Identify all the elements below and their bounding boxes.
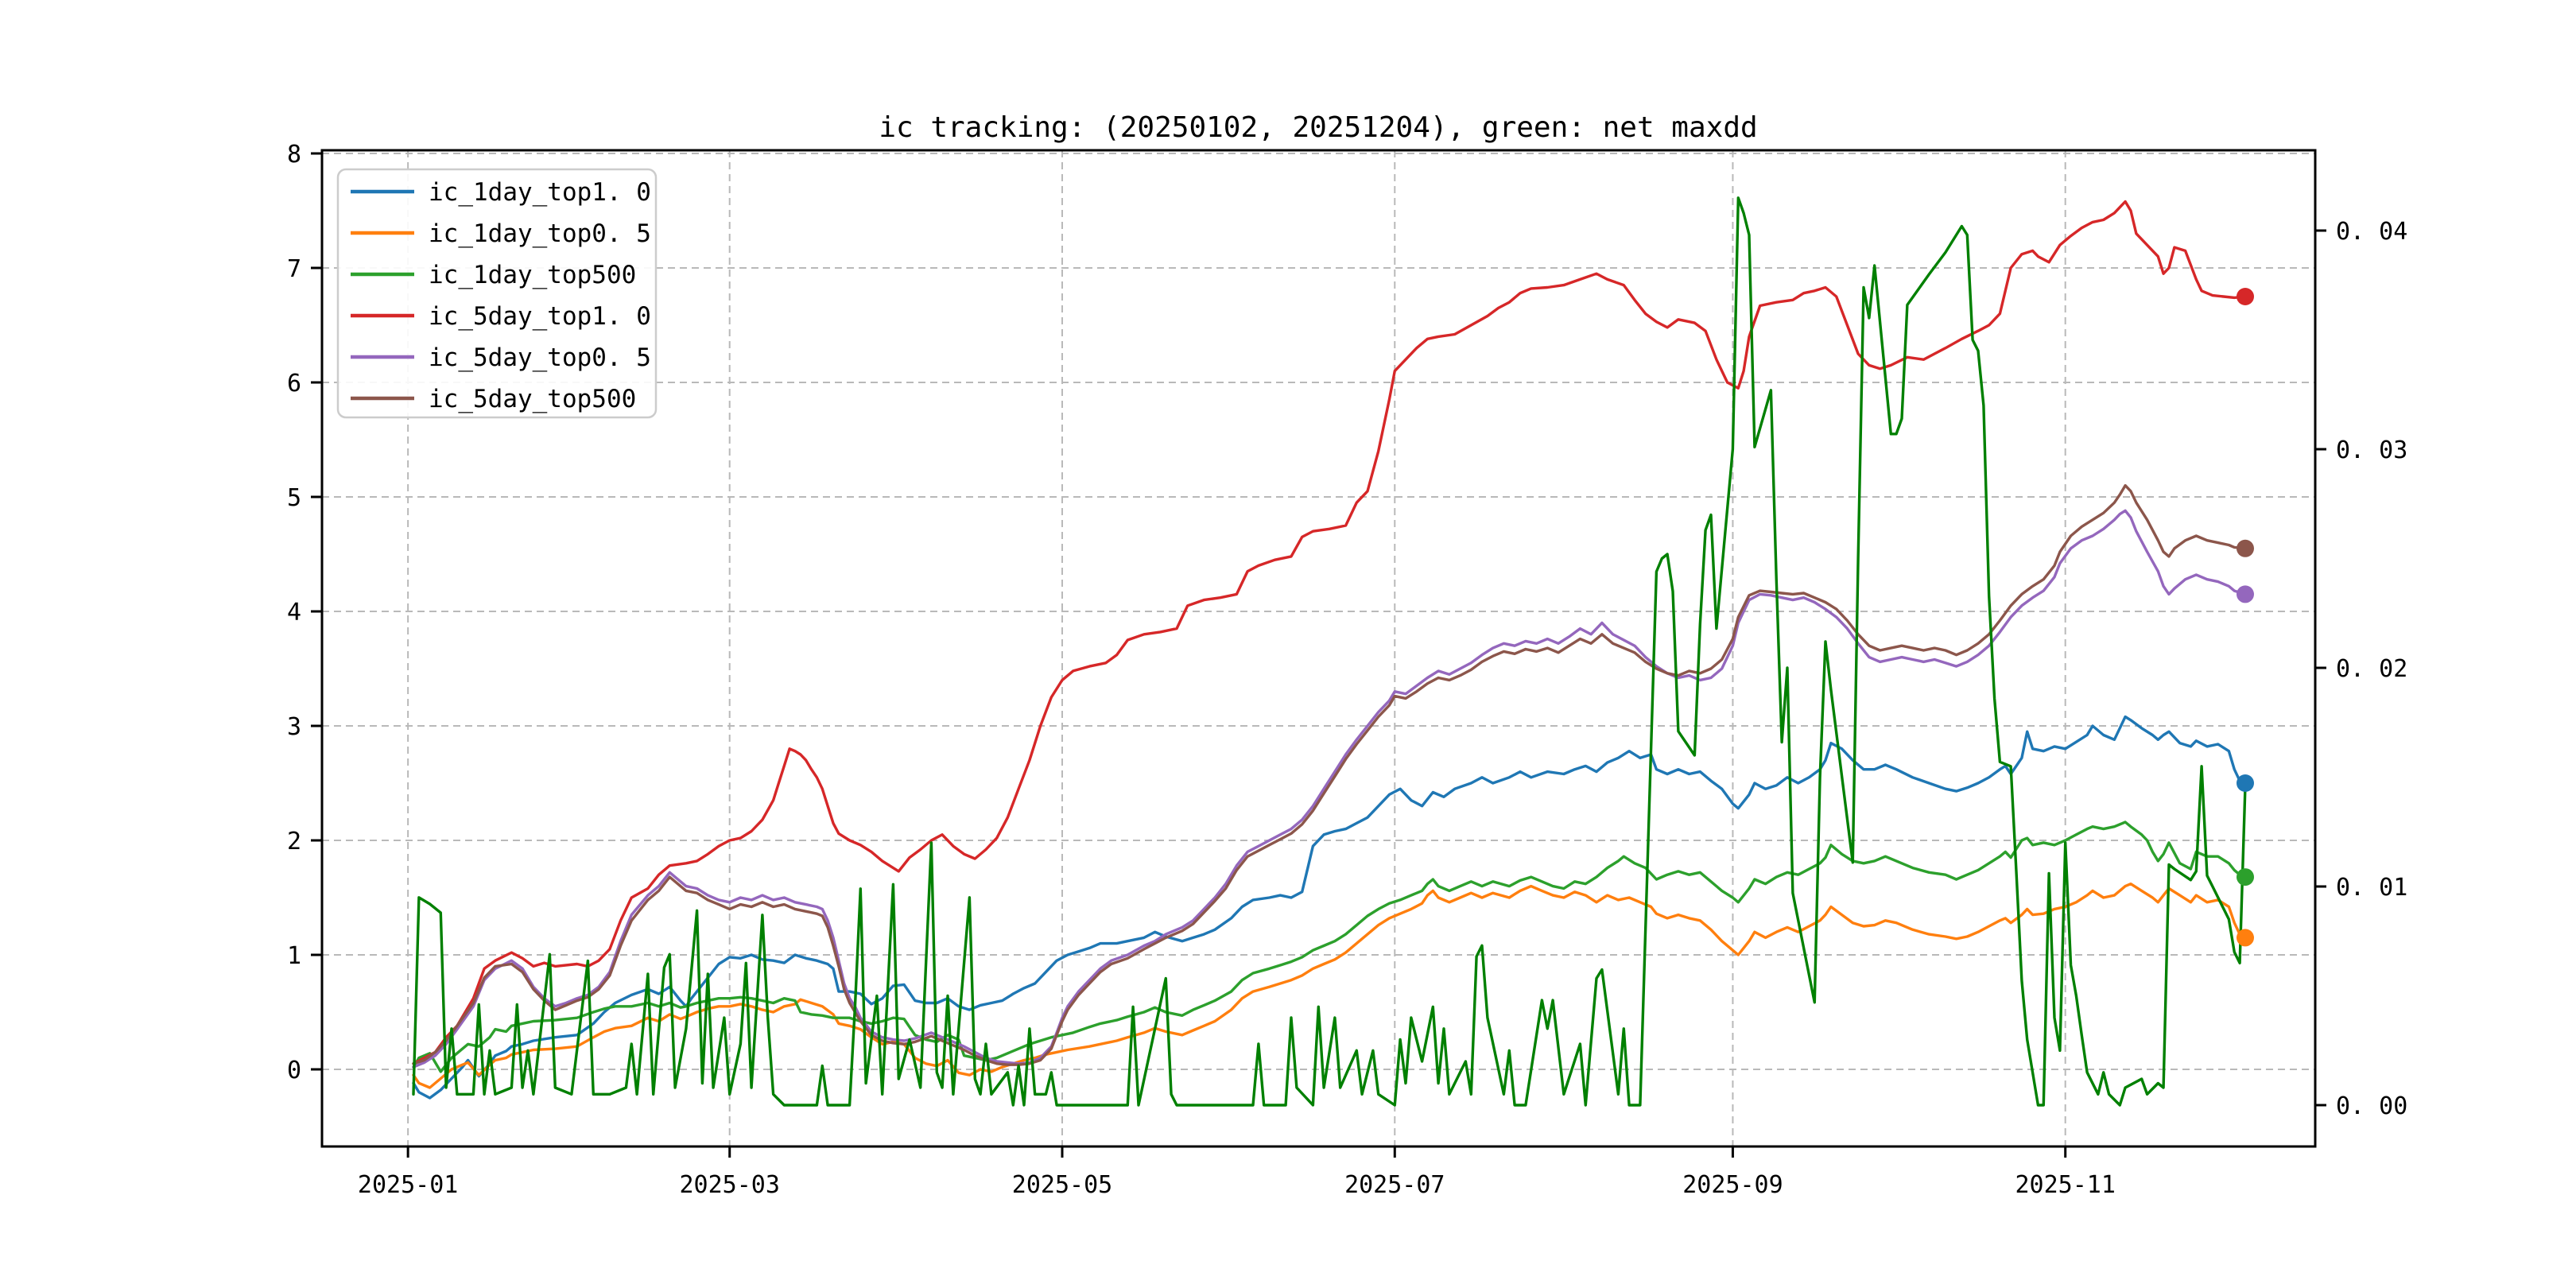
y-axis-left-tick-label: 6 (287, 370, 301, 398)
legend-item: ic_5day_top1. 0 (351, 302, 651, 331)
legend-item: ic_1day_top500 (351, 261, 636, 289)
x-axis-tick-label: 2025-07 (1344, 1171, 1445, 1199)
y-axis-right-tick-label: 0. 01 (2336, 874, 2407, 902)
chart-title: ic tracking: (20250102, 20251204), green… (879, 111, 1757, 144)
series-layer (412, 196, 2247, 1107)
y-axis-left-tick-label: 5 (287, 484, 301, 512)
y-axis-left-tick-label: 3 (287, 713, 301, 741)
legend: ic_1day_top1. 0 ic_1day_top0. 5 ic_1day_to… (336, 168, 658, 419)
legend-item: ic_1day_top1. 0 (351, 178, 651, 207)
series-line-ic_1day_top1.0 (412, 715, 2247, 1100)
series-line-ic_1day_top0.5 (412, 883, 2247, 1089)
endpoint-dot-ic_5day_top500 (2237, 539, 2254, 557)
y-axis-left-tick-label: 1 (287, 942, 301, 970)
y-axis-left-tick-label: 0 (287, 1057, 301, 1084)
grid-layer (322, 150, 2315, 1146)
endpoint-dot-ic_5day_top0.5 (2237, 585, 2254, 603)
legend-item: ic_1day_top0. 5 (351, 219, 651, 248)
x-axis-tick-label: 2025-09 (1682, 1171, 1783, 1199)
endpoint-dots-layer (2237, 288, 2254, 947)
legend-label: ic_5day_top0. 5 (429, 343, 651, 372)
y-axis-left-tick-label: 8 (287, 141, 301, 169)
endpoint-dot-ic_1day_top0.5 (2237, 929, 2254, 947)
y-axis-left-tick-label: 7 (287, 255, 301, 283)
x-axis-tick-label: 2025-05 (1012, 1171, 1112, 1199)
x-axis-tick-label: 2025-03 (679, 1171, 779, 1199)
y-axis-right-tick-label: 0. 02 (2336, 655, 2407, 683)
x-axis-tick-label: 2025-11 (2015, 1171, 2115, 1199)
legend-item: ic_5day_top0. 5 (351, 343, 651, 372)
legend-label: ic_1day_top1. 0 (429, 178, 651, 207)
y-axis-right-tick-label: 0. 04 (2336, 218, 2407, 246)
series-line-ic_5day_top1.0 (412, 200, 2247, 1065)
endpoint-dot-ic_5day_top1.0 (2237, 288, 2254, 305)
axes-layer: 0 1 2 3 4 5 6 7 8 0. 00 0. 01 0. 02 0. 03 0. 04 2025-0… (287, 141, 2407, 1199)
series-line-net_maxdd (412, 196, 2247, 1107)
endpoint-dot-ic_1day_top500 (2237, 868, 2254, 886)
y-axis-right-tick-label: 0. 00 (2336, 1092, 2407, 1120)
legend-label: ic_1day_top0. 5 (429, 219, 651, 248)
legend-item: ic_5day_top500 (351, 385, 636, 413)
y-axis-left-tick-label: 2 (287, 828, 301, 855)
legend-box (336, 168, 658, 419)
plot-border (320, 149, 2317, 1148)
endpoint-dot-ic_1day_top1.0 (2237, 774, 2254, 792)
series-line-ic_1day_top500 (412, 821, 2247, 1073)
legend-label: ic_5day_top1. 0 (429, 302, 651, 331)
legend-label: ic_1day_top500 (429, 261, 636, 289)
series-line-ic_5day_top500 (412, 483, 2247, 1066)
series-line-ic_5day_top0.5 (412, 509, 2247, 1069)
x-axis-tick-label: 2025-01 (358, 1171, 458, 1199)
legend-label: ic_5day_top500 (429, 385, 636, 413)
y-axis-right-tick-label: 0. 03 (2336, 436, 2407, 464)
y-axis-left-tick-label: 4 (287, 599, 301, 627)
